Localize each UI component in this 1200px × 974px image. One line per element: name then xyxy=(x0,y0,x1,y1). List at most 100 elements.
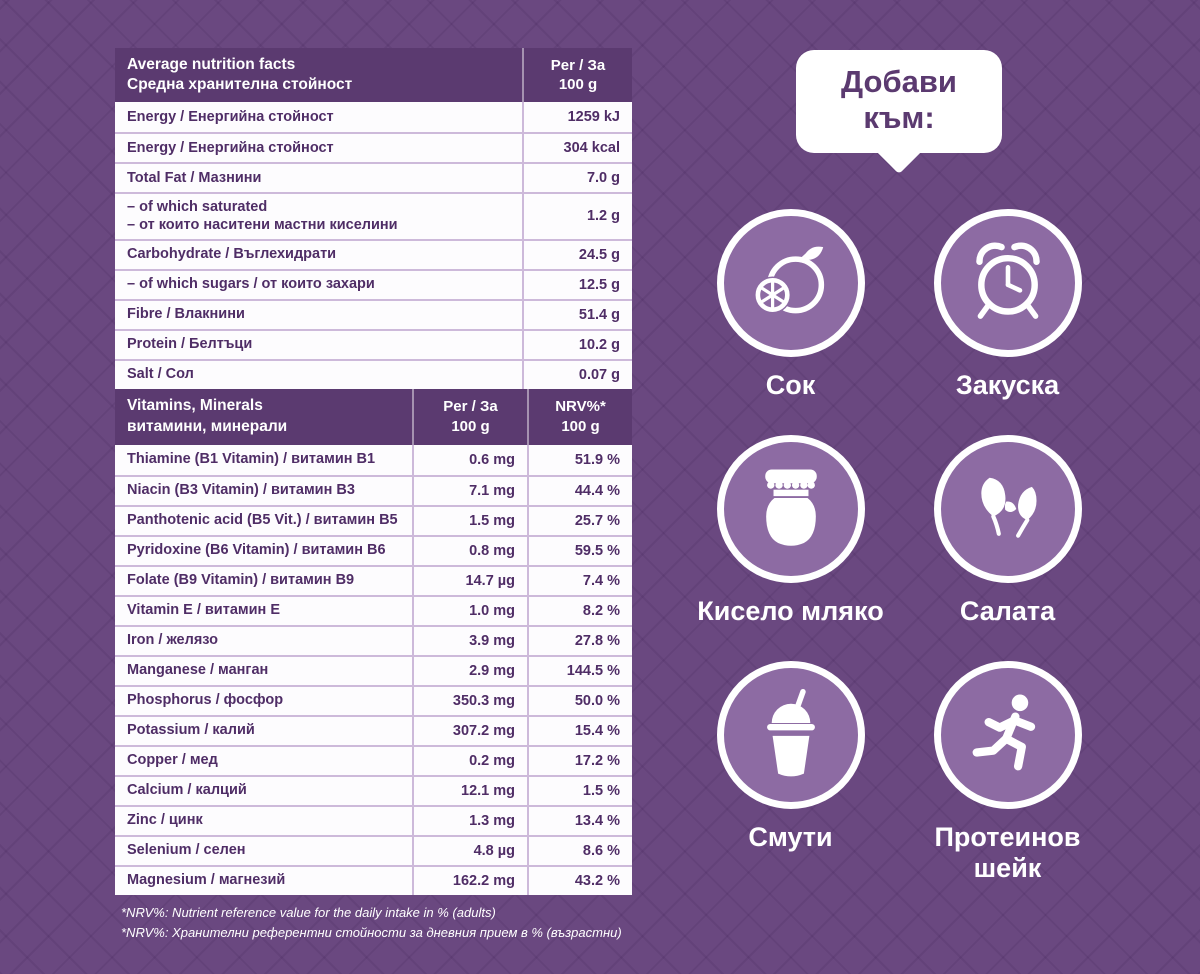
nutrition-header-title: Average nutrition facts Средна хранителн… xyxy=(115,48,522,102)
vitamin-value: 1.5 mg xyxy=(412,506,527,535)
nutrient-label: Total Fat / Мазнини xyxy=(127,170,262,187)
vitamin-value: 350.3 mg xyxy=(412,686,527,715)
nutrient-value: 10.2 g xyxy=(522,330,632,359)
nutrition-table: Average nutrition facts Средна хранителн… xyxy=(115,48,632,943)
table-row: Carbohydrate / Въглехидрати 24.5 g xyxy=(115,238,632,269)
add-to-item-yogurt: Кисело мляко xyxy=(691,435,891,627)
add-to-banner-text: Добави към: xyxy=(841,64,957,135)
vitamin-nrv-value: 7.4 % xyxy=(527,566,632,595)
vitamin-label: Thiamine (B1 Vitamin) / витамин B1 xyxy=(127,451,376,468)
nutrition-table-header: Average nutrition facts Средна хранителн… xyxy=(115,48,632,103)
add-to-label-salad: Салата xyxy=(959,596,1056,627)
vitamin-nrv-value: 27.8 % xyxy=(527,626,632,655)
vitamin-label: Pyridoxine (B6 Vitamin) / витамин B6 xyxy=(127,542,386,559)
table-row: Copper / мед 0.2 mg 17.2 % xyxy=(115,744,632,775)
vitamin-nrv-value: 17.2 % xyxy=(527,746,632,775)
vitamin-label: Panthotenic acid (B5 Vit.) / витамин B5 xyxy=(127,512,398,529)
table-row: Vitamin E / витамин E 1.0 mg 8.2 % xyxy=(115,594,632,625)
vitamin-value: 0.6 mg xyxy=(412,444,527,475)
nutrient-value: 0.07 g xyxy=(522,360,632,389)
vitamin-label: Manganese / манган xyxy=(127,662,269,679)
nutrient-label: Energy / Енергийна стойност xyxy=(127,109,334,126)
protein-shake-runner-icon xyxy=(933,661,1082,810)
header-per-column: Per / За 100 g xyxy=(522,48,632,103)
table-row: Salt / Сол 0.07 g xyxy=(115,358,632,389)
header-title-bg: Средна хранителна стойност xyxy=(127,76,353,94)
vitamin-value: 307.2 mg xyxy=(412,716,527,745)
vitamin-value: 1.0 mg xyxy=(412,596,527,625)
vitamin-nrv-value: 8.2 % xyxy=(527,596,632,625)
table-row: Energy / Енергийна стойност 304 kcal xyxy=(115,132,632,163)
add-to-label-protein-shake: Протеинов шейк xyxy=(934,822,1081,884)
header-title-en: Average nutrition facts xyxy=(127,56,296,73)
nutrient-label: Salt / Сол xyxy=(127,366,194,383)
nutrient-value: 24.5 g xyxy=(522,240,632,269)
vitamin-value: 4.8 µg xyxy=(412,836,527,865)
smoothie-cup-icon xyxy=(716,661,865,810)
vitamin-label: Vitamin E / витамин E xyxy=(127,602,280,619)
table-row: Selenium / селен 4.8 µg 8.6 % xyxy=(115,834,632,865)
vitamin-nrv-value: 59.5 % xyxy=(527,536,632,565)
nrv-label: NRV%* xyxy=(555,398,606,416)
vitamins-header-title: Vitamins, Minerals витамини, минерали xyxy=(115,389,412,445)
vitamins-title-en: Vitamins, Minerals xyxy=(127,397,263,415)
table-row: Zinc / цинк 1.3 mg 13.4 % xyxy=(115,804,632,835)
add-to-item-juice: Сок xyxy=(691,209,891,401)
breakfast-alarm-clock-icon xyxy=(933,209,1082,358)
table-row: Niacin (B3 Vitamin) / витамин B3 7.1 mg 44… xyxy=(115,474,632,505)
nrv-unit: 100 g xyxy=(561,417,600,435)
vitamin-label: Folate (B9 Vitamin) / витамин B9 xyxy=(127,572,355,589)
nutrient-label: Fibre / Влакнини xyxy=(127,306,245,323)
table-row: Panthotenic acid (B5 Vit.) / витамин B5 1… xyxy=(115,504,632,535)
vitamin-value: 2.9 mg xyxy=(412,656,527,685)
vitamin-value: 3.9 mg xyxy=(412,626,527,655)
table-row: Total Fat / Мазнини 7.0 g xyxy=(115,162,632,193)
vitamin-label: Copper / мед xyxy=(127,752,218,769)
vitamin-label: Selenium / селен xyxy=(127,842,246,859)
table-row: Iron / желязо 3.9 mg 27.8 % xyxy=(115,624,632,655)
juice-orange-icon xyxy=(716,209,865,358)
table-row: Calcium / калций 12.1 mg 1.5 % xyxy=(115,774,632,805)
nutrient-label: Carbohydrate / Въглехидрати xyxy=(127,246,337,263)
vitamin-nrv-value: 25.7 % xyxy=(527,506,632,535)
table-row: Magnesium / магнезий 162.2 mg 43.2 % xyxy=(115,864,632,895)
vitamin-value: 0.8 mg xyxy=(412,536,527,565)
salad-leaves-icon xyxy=(933,435,1082,584)
vitamin-nrv-value: 44.4 % xyxy=(527,476,632,505)
nutrient-value: 12.5 g xyxy=(522,270,632,299)
vitamin-nrv-value: 50.0 % xyxy=(527,686,632,715)
footnote-en: *NRV%: Nutrient reference value for the … xyxy=(121,904,496,920)
vitamin-value: 162.2 mg xyxy=(412,866,527,895)
add-to-label-breakfast: Закуска xyxy=(955,370,1060,401)
add-to-section: Добави към: xyxy=(690,50,1108,884)
add-to-label-yogurt: Кисело мляко xyxy=(697,596,884,627)
add-to-banner: Добави към: xyxy=(796,50,1002,175)
nutrient-value: 304 kcal xyxy=(522,134,632,163)
add-to-icons-grid: Сок Закуска xyxy=(690,209,1108,884)
vitamin-nrv-value: 51.9 % xyxy=(527,444,632,475)
nutrient-value: 1259 kJ xyxy=(522,102,632,133)
footnote-bg: *NRV%: Хранителни референтни стойности з… xyxy=(121,924,622,940)
vitamin-label: Potassium / калий xyxy=(127,722,255,739)
vitamin-value: 12.1 mg xyxy=(412,776,527,805)
nutrient-label: – of which saturated – от които наситени… xyxy=(127,199,398,234)
table-row: Folate (B9 Vitamin) / витамин B9 14.7 µg 7… xyxy=(115,564,632,595)
vitamins-nrv-column: NRV%* 100 g xyxy=(527,388,632,445)
add-to-label-juice: Сок xyxy=(765,370,816,401)
vitamin-label: Magnesium / магнезий xyxy=(127,872,286,889)
vitamins-table-header: Vitamins, Minerals витамини, минерали Pe… xyxy=(115,388,632,445)
add-to-item-smoothie: Смути xyxy=(691,661,891,884)
vitamins-title-bg: витамини, минерали xyxy=(127,417,288,435)
vitamin-nrv-value: 43.2 % xyxy=(527,866,632,895)
vitamins-per-column: Per / За 100 g xyxy=(412,388,527,445)
add-to-item-breakfast: Закуска xyxy=(908,209,1108,401)
vitamin-value: 0.2 mg xyxy=(412,746,527,775)
vitamin-label: Iron / желязо xyxy=(127,632,219,649)
vitamin-label: Calcium / калций xyxy=(127,782,247,799)
per-label: Per / За xyxy=(550,56,606,74)
table-row: – of which sugars / от които захари 12.5 … xyxy=(115,268,632,299)
vitamin-value: 7.1 mg xyxy=(412,476,527,505)
table-row: – of which saturated – от които наситени… xyxy=(115,192,632,239)
table-row: Pyridoxine (B6 Vitamin) / витамин B6 0.8 … xyxy=(115,534,632,565)
nrv-footnotes: *NRV%: Nutrient reference value for the … xyxy=(115,903,632,943)
